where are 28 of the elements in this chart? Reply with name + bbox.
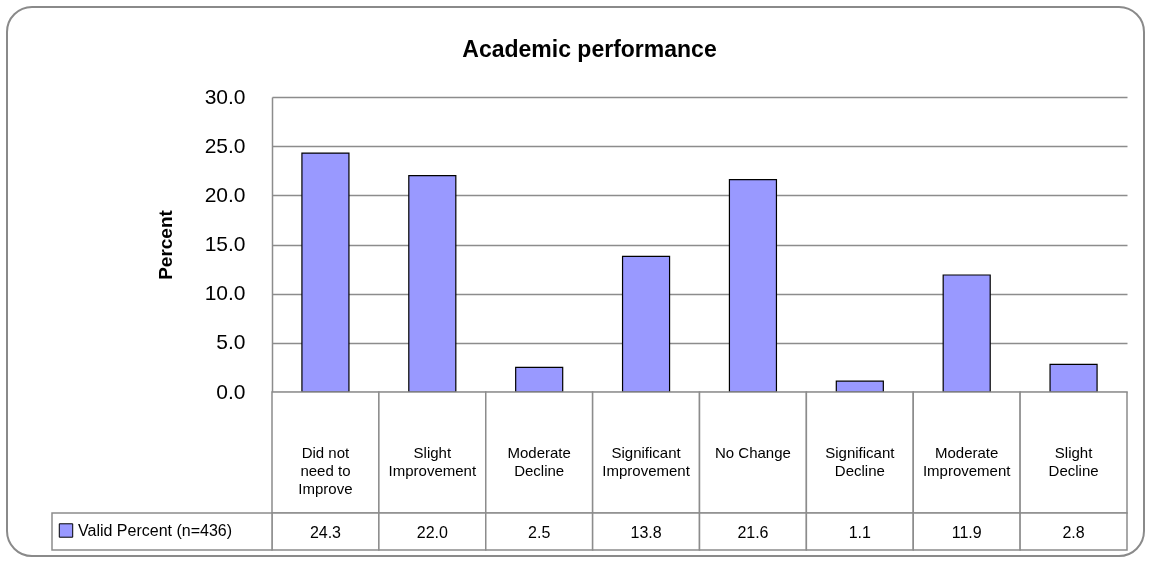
x-tick-label: Did not need to Improve — [298, 443, 353, 497]
data-label: 2.8 — [1062, 523, 1085, 541]
bar — [515, 366, 564, 393]
data-label: 11.9 — [951, 523, 982, 541]
x-tick-label: Moderate Decline — [507, 443, 571, 479]
x-tick-label: Slight Decline — [1048, 443, 1099, 479]
x-tick-label: Significant Improvement — [602, 443, 691, 479]
x-tick-label: Moderate Improvement — [922, 443, 1012, 479]
y-tick-label: 20.0 — [204, 182, 246, 206]
legend-label: Valid Percent (n=436) — [78, 521, 233, 539]
bar — [1049, 363, 1098, 393]
y-tick-label: 5.0 — [216, 330, 246, 354]
y-tick-label: 0.0 — [216, 379, 246, 403]
y-axis-title: Percent — [154, 209, 176, 280]
y-tick-label: 15.0 — [204, 232, 246, 255]
x-tick-label: No Change — [714, 443, 791, 461]
y-tick-label: 25.0 — [204, 133, 246, 157]
data-label: 22.0 — [416, 523, 448, 541]
x-tick-label: Slight Improvement — [388, 443, 477, 479]
y-tick-label: 10.0 — [204, 281, 246, 305]
data-label: 1.1 — [848, 523, 872, 541]
data-label: 2.5 — [528, 523, 551, 541]
chart-title: Academic performance — [462, 36, 717, 62]
x-tick-label: Significant Decline — [825, 443, 896, 479]
data-label: 13.8 — [630, 523, 662, 541]
data-label: 21.6 — [737, 523, 769, 541]
y-tick-label: 30.0 — [204, 84, 246, 108]
data-label: 24.3 — [309, 523, 342, 541]
